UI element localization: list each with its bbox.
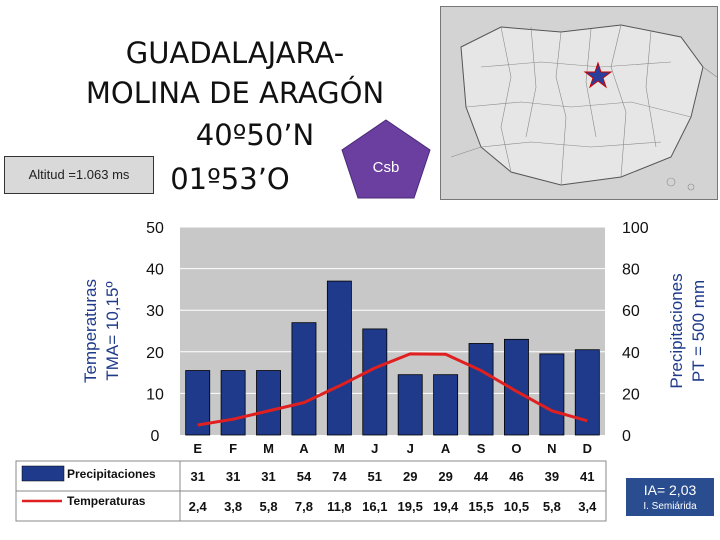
- precip-bar: [574, 349, 600, 436]
- precip-cell: 41: [580, 469, 594, 484]
- right-tick-label: 60: [622, 303, 640, 320]
- precip-cell: 74: [332, 469, 347, 484]
- climate-badge: Csb: [341, 119, 431, 199]
- precip-bar: [397, 374, 423, 436]
- temp-cell: 7,8: [295, 499, 313, 514]
- precip-legend-label: Precipitaciones: [67, 467, 156, 481]
- temp-cell: 3,4: [578, 499, 597, 514]
- precip-cell: 54: [297, 469, 312, 484]
- right-axis-label-line1: Precipitaciones: [667, 273, 686, 388]
- temp-row: 2,4 3,8 5,8 7,8 11,8 16,1 19,5 19,4 15,5 10,5 5,8 3…: [189, 499, 597, 514]
- temp-legend-label: Temperaturas: [67, 494, 146, 508]
- temperature-line: [197, 352, 588, 427]
- title-line-2: MOLINA DE ARAGÓN: [85, 76, 385, 110]
- left-tick-label: 10: [146, 386, 164, 403]
- location-star-icon: [583, 61, 613, 89]
- map-drawing: [441, 7, 717, 199]
- precip-cell: 29: [403, 469, 417, 484]
- right-tick-label: 0: [622, 428, 631, 445]
- left-axis-label-line1: Temperaturas: [81, 279, 100, 383]
- precip-legend-swatch: [21, 465, 65, 482]
- precip-cell: 51: [368, 469, 382, 484]
- precip-cell: 46: [509, 469, 523, 484]
- temp-cell: 11,8: [327, 499, 352, 514]
- month-label: A: [441, 441, 451, 456]
- month-label: N: [547, 441, 556, 456]
- temp-cell: 5,8: [260, 499, 278, 514]
- latitude-label: 40º50’N: [195, 118, 315, 152]
- precip-bar: [256, 370, 281, 436]
- right-axis-ticks: 0 20 40 60 80 100: [622, 220, 649, 445]
- precip-cell: 44: [474, 469, 489, 484]
- precip-bar: [539, 353, 565, 436]
- temp-cell: 5,8: [543, 499, 561, 514]
- precip-cell: 31: [261, 469, 275, 484]
- precip-bar: [326, 280, 352, 436]
- precip-bar: [185, 370, 211, 436]
- month-label: D: [583, 441, 592, 456]
- precip-cell: 31: [190, 469, 204, 484]
- precip-cell: 39: [545, 469, 559, 484]
- left-tick-label: 50: [146, 220, 164, 237]
- right-axis-label-line2: PT = 500 mm: [689, 280, 708, 382]
- pentagon-shape: [341, 119, 431, 199]
- temp-cell: 15,5: [468, 499, 493, 514]
- aridity-index-value: IA= 2,03: [643, 482, 697, 498]
- right-tick-label: 40: [622, 345, 640, 362]
- right-tick-label: 80: [622, 262, 640, 279]
- longitude-label: 01º53’O: [170, 162, 290, 196]
- temp-cell: 16,1: [362, 499, 387, 514]
- month-label: A: [299, 441, 309, 456]
- temp-cell: 3,8: [224, 499, 242, 514]
- month-label: J: [407, 441, 414, 456]
- precip-bar: [468, 343, 494, 436]
- precip-cell: 31: [226, 469, 240, 484]
- month-label: J: [371, 441, 378, 456]
- precip-bar: [362, 328, 388, 436]
- left-tick-label: 0: [151, 428, 160, 445]
- location-map: [440, 6, 718, 200]
- temp-cell: 19,5: [398, 499, 423, 514]
- altitude-label: Altitud =1.063 ms: [4, 156, 154, 194]
- month-label: E: [193, 441, 202, 456]
- left-axis-ticks: 0 10 20 30 40 50: [146, 220, 164, 445]
- left-tick-label: 30: [146, 303, 164, 320]
- precip-bar: [433, 374, 459, 436]
- temp-cell: 2,4: [189, 499, 208, 514]
- month-label: M: [334, 441, 345, 456]
- climate-code: Csb: [373, 159, 400, 176]
- month-label: S: [477, 441, 486, 456]
- month-label: M: [263, 441, 274, 456]
- grid-lines: [180, 226, 605, 394]
- right-tick-label: 100: [622, 220, 649, 237]
- precip-row: 31 31 31 54 74 51 29 29 44 46 39 41: [190, 469, 594, 484]
- right-tick-label: 20: [622, 386, 640, 403]
- left-tick-label: 40: [146, 262, 164, 279]
- month-label: O: [511, 441, 521, 456]
- title-line-1: GUADALAJARA-: [125, 36, 345, 70]
- month-label: F: [229, 441, 237, 456]
- temp-cell: 19,4: [433, 499, 459, 514]
- left-tick-label: 20: [146, 345, 164, 362]
- aridity-class-label: I. Semiárida: [643, 501, 697, 512]
- data-table: Precipitaciones Temperaturas 31 31 31 54 74 5…: [15, 460, 607, 522]
- left-axis-label-line2: TMA= 10,15º: [103, 281, 122, 380]
- aridity-index-box: IA= 2,03 I. Semiárida: [626, 478, 714, 516]
- precip-bar: [291, 322, 317, 436]
- temp-cell: 10,5: [504, 499, 529, 514]
- right-axis-label: Precipitaciones PT = 500 mm: [667, 273, 708, 388]
- precip-bar: [220, 370, 246, 436]
- precip-cell: 29: [438, 469, 452, 484]
- left-axis-label: Temperaturas TMA= 10,15º: [81, 279, 122, 383]
